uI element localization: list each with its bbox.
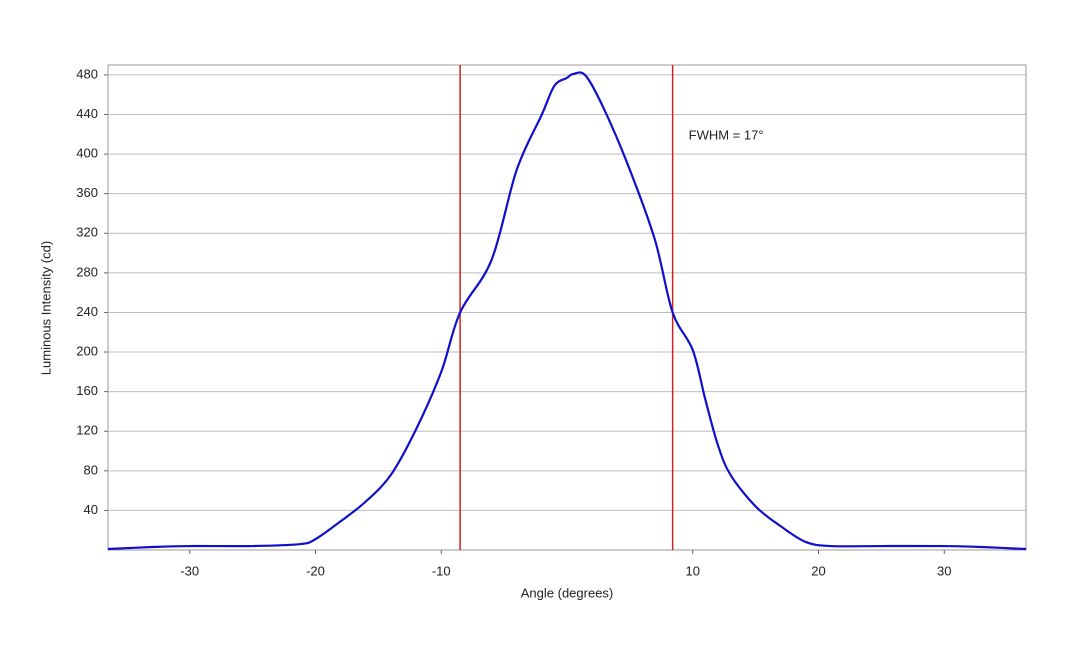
x-axis-label: Angle (degrees) xyxy=(521,585,614,600)
y-tick-label: 240 xyxy=(76,304,98,319)
annotation: FWHM = 17° xyxy=(689,127,764,142)
x-tick-label: 30 xyxy=(937,563,951,578)
y-tick-label: 200 xyxy=(76,343,98,358)
y-tick-label: 400 xyxy=(76,146,98,161)
y-tick-label: 440 xyxy=(76,106,98,121)
y-axis-label: Luminous Intensity (cd) xyxy=(38,241,53,375)
x-tick-label: 10 xyxy=(686,563,700,578)
x-tick-label: 20 xyxy=(811,563,825,578)
y-tick-label: 360 xyxy=(76,185,98,200)
y-tick-label: 160 xyxy=(76,383,98,398)
y-tick-label: 280 xyxy=(76,264,98,279)
intensity-line xyxy=(107,71,1027,551)
y-tick-label: 480 xyxy=(76,66,98,81)
plot-frame xyxy=(107,64,1027,551)
y-tick-label: 120 xyxy=(76,423,98,438)
x-tick-label: -20 xyxy=(306,563,325,578)
y-tick-label: 320 xyxy=(76,225,98,240)
x-tick-label: -30 xyxy=(180,563,199,578)
x-tick-label: -10 xyxy=(432,563,451,578)
y-tick-label: 80 xyxy=(84,462,98,477)
y-tick-label: 40 xyxy=(84,502,98,517)
